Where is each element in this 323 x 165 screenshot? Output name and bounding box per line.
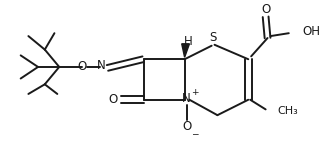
Text: O: O xyxy=(261,3,270,16)
Text: N: N xyxy=(97,60,106,72)
Text: N: N xyxy=(182,92,191,105)
Text: S: S xyxy=(209,31,216,44)
Text: −: − xyxy=(192,129,199,138)
Polygon shape xyxy=(182,44,190,57)
Text: O: O xyxy=(78,60,87,73)
Text: O: O xyxy=(109,93,118,106)
Text: +: + xyxy=(192,87,199,97)
Text: OH: OH xyxy=(302,25,320,38)
Text: H: H xyxy=(184,35,193,48)
Text: CH₃: CH₃ xyxy=(277,106,298,116)
Text: O: O xyxy=(182,120,191,133)
